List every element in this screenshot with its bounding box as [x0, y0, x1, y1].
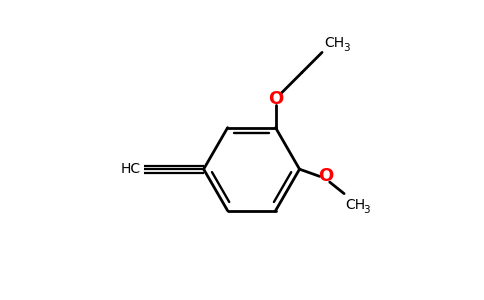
Text: CH: CH: [324, 36, 345, 50]
Text: 3: 3: [343, 43, 349, 52]
Text: O: O: [318, 167, 333, 185]
Text: O: O: [268, 90, 283, 108]
Text: HC: HC: [121, 162, 141, 176]
Text: CH: CH: [345, 198, 365, 212]
Text: 3: 3: [363, 205, 370, 215]
